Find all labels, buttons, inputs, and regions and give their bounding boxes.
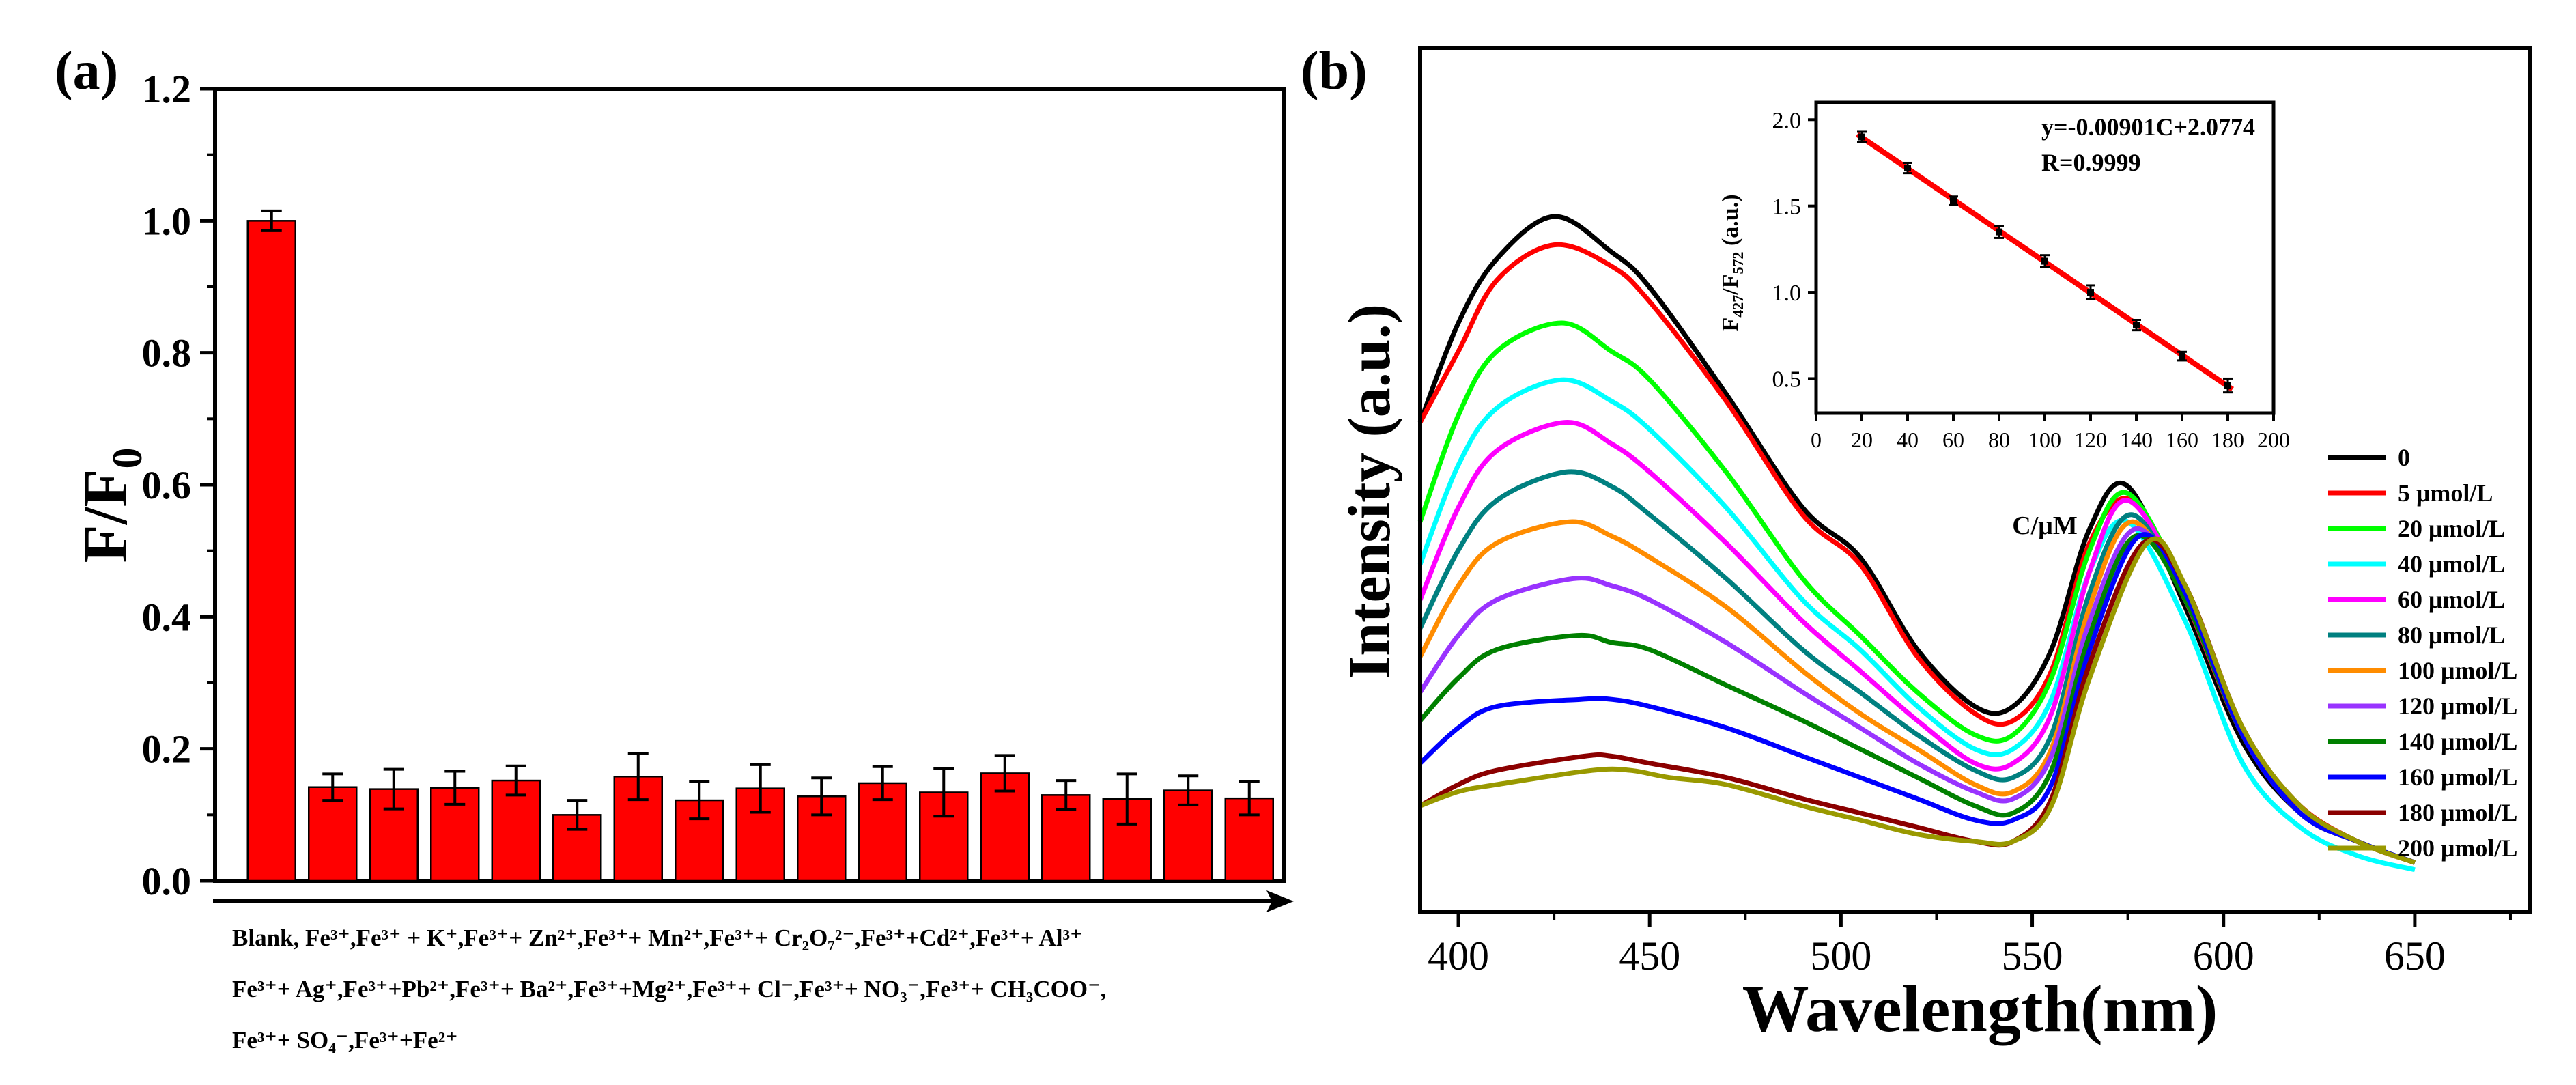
inset-plot-frame: [1814, 100, 2276, 415]
a-y-tick-label: 0.4: [142, 595, 192, 639]
a-bar-9: [797, 795, 847, 882]
inset-point-0: [1858, 133, 1865, 141]
panel-b-label: (b): [1301, 41, 1368, 101]
inset-equation: y=-0.00901C+2.0774: [2041, 113, 2255, 141]
b-x-tick-label: 450: [1619, 933, 1680, 978]
b-x-tick-label: 650: [2384, 933, 2446, 978]
a-y-tick-label: 0.6: [142, 463, 192, 507]
inset-data-points: [1856, 130, 2234, 394]
inset-x-tick-label: 200: [2257, 427, 2290, 452]
a-bar-1: [308, 786, 358, 882]
b-legend-label-9: 160 μmol/L: [2398, 763, 2517, 791]
panel-a-category-labels-line-2: Fe³⁺+ Ag⁺,Fe³⁺+Pb²⁺,Fe³⁺+ Ba²⁺,Fe³⁺+Mg²⁺…: [232, 976, 1106, 1002]
inset-point-7: [2179, 352, 2185, 360]
inset-x-tick-label: 100: [2028, 427, 2061, 452]
inset-x-tick-label: 20: [1851, 427, 1873, 452]
panel-a-y-ticks: 0.0 0.2 0.4 0.6 0.8 1.0 1.2: [142, 67, 215, 903]
inset-point-3: [1996, 228, 2002, 236]
b-legend-label-5: 80 μmol/L: [2398, 621, 2505, 649]
b-legend-label-11: 200 μmol/L: [2398, 834, 2517, 862]
inset-y-tick-label: 1.5: [1772, 195, 1802, 220]
panel-a-plot-frame: [213, 87, 1286, 883]
inset-y-tick-label: 1.0: [1772, 281, 1802, 306]
b-x-tick-label: 500: [1810, 933, 1871, 978]
b-legend-label-6: 100 μmol/L: [2398, 657, 2517, 684]
panel-a-y-axis-label: F/F0: [70, 448, 151, 563]
b-x-tick-label: 400: [1428, 933, 1489, 978]
inset-x-tick-label: 160: [2166, 427, 2198, 452]
inset-point-4: [2041, 257, 2048, 265]
inset-point-5: [2087, 289, 2094, 296]
a-y-tick-label: 0.2: [142, 727, 192, 772]
panel-a-arrow-head: [1266, 890, 1294, 912]
inset-y-tick-label: 2.0: [1772, 108, 1802, 133]
b-x-tick-label: 550: [2002, 933, 2063, 978]
inset-x-tick-label: 80: [1988, 427, 2010, 452]
b-legend-label-0: 0: [2398, 444, 2410, 471]
inset-point-1: [1904, 165, 1911, 172]
inset-x-axis-label: C/μM: [2012, 511, 2077, 540]
inset-x-tick-label: 140: [2120, 427, 2153, 452]
b-legend-label-3: 40 μmol/L: [2398, 550, 2505, 578]
panel-b-y-axis-label: Intensity (a.u.): [1337, 304, 1403, 679]
a-bar-0: [246, 220, 296, 882]
panel-a-label: (a): [55, 41, 118, 101]
a-y-tick-label: 1.2: [142, 67, 192, 111]
a-y-tick-label: 1.0: [142, 199, 192, 243]
inset-ticks: 0 20 40 60 80 100 120 140 160 180 200 0.5 1.0 1.5 2.0: [1772, 108, 2291, 452]
inset-calibration-chart: F427/F572 (a.u.) 0 20 40 60 80 100 120 140 160 18…: [1718, 100, 2291, 540]
b-series-line-3: [1417, 377, 2416, 873]
inset-point-8: [2224, 382, 2231, 389]
inset-x-tick-label: 120: [2074, 427, 2107, 452]
panel-b-line-chart: (b) Intensity (a.u.) 400 450 500 550 600 650 …: [1301, 41, 2532, 1046]
a-bar-16: [1224, 797, 1274, 882]
inset-point-2: [1950, 197, 1957, 205]
inset-x-tick-label: 180: [2211, 427, 2244, 452]
panel-b-x-axis-label: Wavelength(nm): [1742, 972, 2218, 1046]
panel-a-bars: [246, 209, 1274, 882]
inset-point-6: [2133, 322, 2140, 329]
panel-b-plot-frame: [1418, 46, 2532, 914]
b-legend-label-4: 60 μmol/L: [2398, 586, 2505, 613]
panel-a-category-labels-line-3: Fe³⁺+ SO₄⁻,Fe³⁺+Fe²⁺: [232, 1027, 458, 1054]
b-series-line-5: [1417, 469, 2416, 865]
a-y-tick-label: 0.8: [142, 331, 192, 376]
panel-b-spectra: [1417, 214, 2416, 873]
b-series-line-11: [1419, 536, 2416, 865]
b-legend-label-1: 5 μmol/L: [2398, 479, 2493, 507]
b-series-line-9: [1418, 532, 2416, 865]
b-series-line-0: [1417, 214, 2416, 865]
b-legend-label-10: 180 μmol/L: [2398, 799, 2517, 826]
b-x-tick-label: 600: [2193, 933, 2254, 978]
inset-y-axis-label: F427/F572 (a.u.): [1718, 194, 1746, 331]
inset-x-tick-label: 40: [1897, 427, 1919, 452]
panel-b-legend: 0 5 μmol/L 20 μmol/L 40 μmol/L 60 μmol/L 80 μ…: [2328, 444, 2517, 862]
panel-a-category-labels-line-1: Blank, Fe³⁺,Fe³⁺ + K⁺,Fe³⁺+ Zn²⁺,Fe³⁺+ M…: [232, 925, 1083, 951]
panel-b-x-ticks: 400 450 500 550 600 650: [1428, 912, 2512, 978]
inset-r-value: R=0.9999: [2041, 149, 2141, 176]
b-legend-label-2: 20 μmol/L: [2398, 515, 2505, 542]
a-y-tick-label: 0.0: [142, 859, 192, 903]
b-series-line-7: [1418, 526, 2416, 865]
inset-x-tick-label: 0: [1811, 427, 1822, 452]
a-bar-4: [491, 779, 541, 882]
panel-a-bar-chart: (a) F/F0 0.0 0.2 0.4 0.6 0.8 1.0 1.2 Blank, Fe…: [55, 41, 1294, 1054]
inset-x-tick-label: 60: [1942, 427, 1964, 452]
b-legend-label-7: 120 μmol/L: [2398, 692, 2517, 720]
a-bar-3: [430, 787, 480, 882]
inset-y-tick-label: 0.5: [1772, 367, 1802, 392]
b-legend-label-8: 140 μmol/L: [2398, 728, 2517, 755]
